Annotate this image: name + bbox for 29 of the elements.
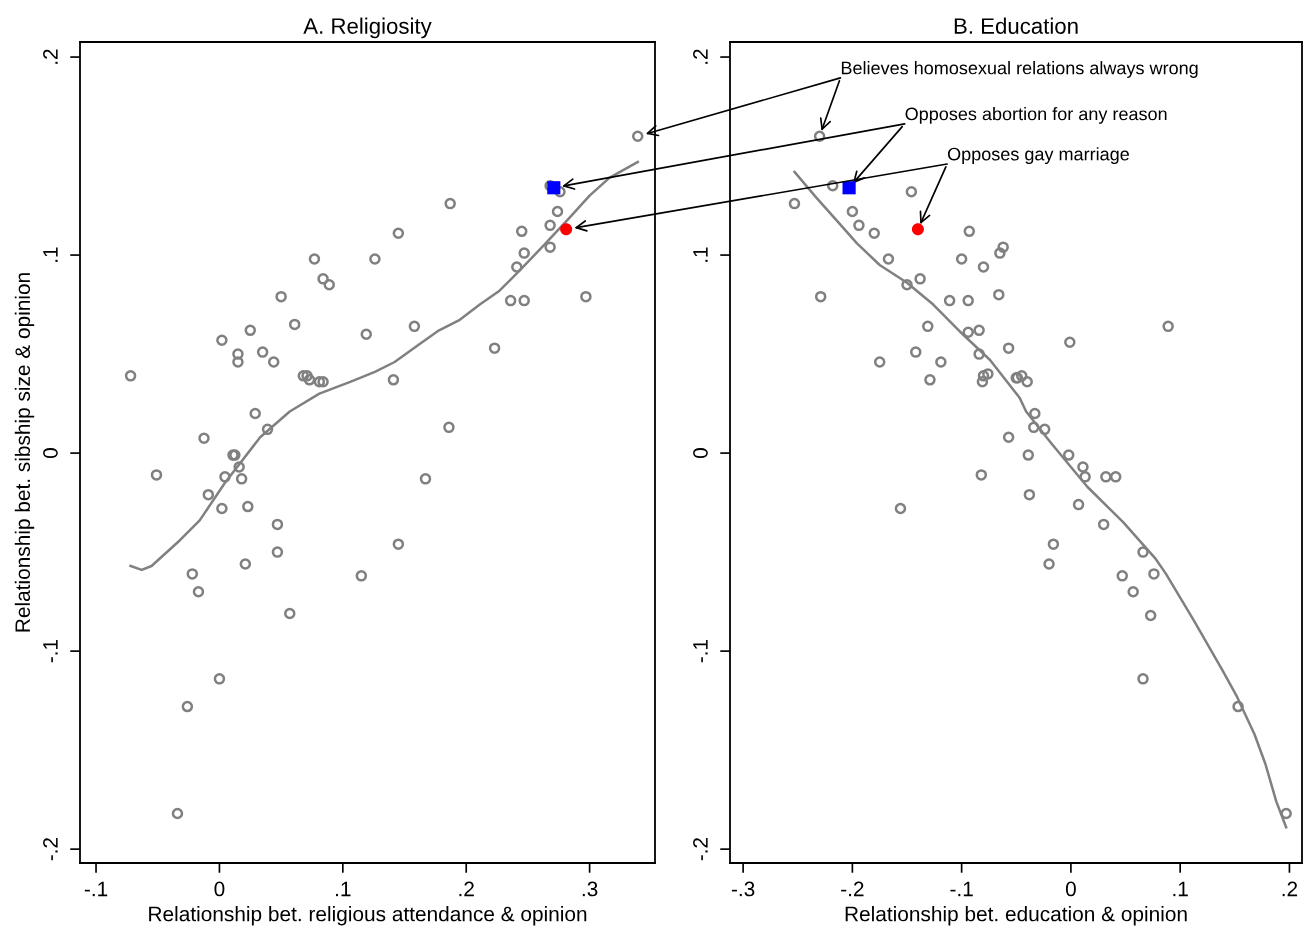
y-axis-title: Relationship bet. sibship size & opinion — [14, 273, 35, 632]
y-tick-label: -.1 — [43, 639, 58, 663]
y-tick-label: 0 — [43, 448, 58, 459]
x-tick-label: .3 — [582, 881, 598, 897]
annotation: Opposes abortion for any reason — [905, 107, 1167, 124]
x-tick-label: .1 — [1173, 881, 1188, 897]
x-tick-label: -.3 — [731, 881, 755, 897]
y-tick-label: .1 — [693, 247, 708, 262]
x-tick-label: .2 — [1282, 881, 1298, 897]
x-tick-label: .2 — [459, 881, 474, 897]
y-tick-label: .2 — [43, 49, 58, 64]
x-tick-label: .1 — [336, 881, 351, 897]
x-axis-title: Relationship bet. religious attendance & opinion — [149, 906, 587, 926]
y-tick-label: -.1 — [693, 639, 708, 663]
x-tick-label: -.1 — [950, 881, 973, 897]
x-tick-label: 0 — [1065, 881, 1076, 897]
x-tick-label: -.1 — [84, 881, 108, 897]
x-axis-title: Relationship bet. education & opinion — [845, 906, 1187, 926]
chart-title: A. Religiosity — [303, 17, 432, 39]
y-tick-label: -.2 — [43, 838, 58, 861]
annotation: Believes homosexual relations always wrong — [841, 61, 1198, 78]
y-tick-label: .2 — [693, 49, 708, 64]
chart-title: B. Education — [954, 17, 1078, 34]
x-tick-label: -.2 — [841, 881, 864, 897]
y-tick-label: 0 — [693, 448, 708, 459]
annotation: Opposes gay marriage — [947, 147, 1129, 165]
y-tick-label: -.2 — [693, 838, 708, 861]
y-tick-label: .1 — [43, 247, 58, 262]
x-tick-label: 0 — [214, 881, 225, 897]
